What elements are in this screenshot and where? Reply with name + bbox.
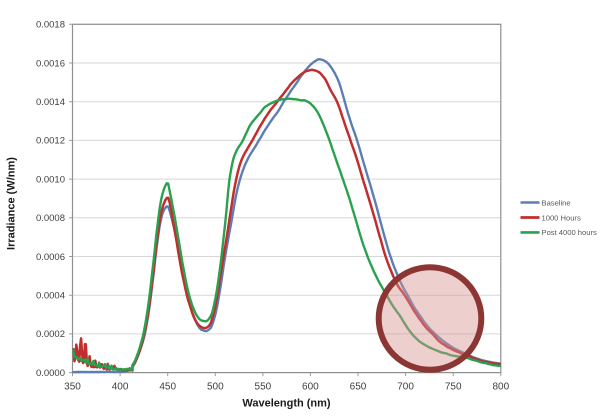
svg-text:400: 400	[112, 382, 129, 393]
svg-text:450: 450	[159, 382, 176, 393]
svg-text:Post 4000 hours: Post 4000 hours	[542, 228, 598, 237]
svg-text:0.0018: 0.0018	[36, 20, 65, 31]
svg-text:0.0010: 0.0010	[36, 174, 65, 185]
svg-text:350: 350	[64, 382, 81, 393]
svg-text:0.0006: 0.0006	[36, 252, 65, 263]
svg-text:Baseline: Baseline	[542, 198, 571, 207]
svg-text:500: 500	[207, 382, 224, 393]
svg-text:600: 600	[302, 382, 319, 393]
svg-text:1000 Hours: 1000 Hours	[542, 213, 581, 222]
svg-text:800: 800	[492, 382, 509, 393]
svg-text:Wavelength (nm): Wavelength (nm)	[242, 398, 331, 410]
svg-text:0.0000: 0.0000	[36, 368, 65, 379]
svg-text:550: 550	[255, 382, 272, 393]
svg-text:650: 650	[350, 382, 367, 393]
svg-text:Irradiance (W/nm): Irradiance (W/nm)	[6, 157, 18, 250]
svg-text:750: 750	[445, 382, 462, 393]
svg-text:700: 700	[397, 382, 414, 393]
svg-text:0.0014: 0.0014	[36, 97, 65, 108]
svg-text:0.0008: 0.0008	[36, 213, 65, 224]
svg-text:0.0016: 0.0016	[36, 58, 65, 69]
svg-text:0.0002: 0.0002	[36, 329, 65, 340]
svg-text:0.0012: 0.0012	[36, 136, 65, 147]
svg-text:0.0004: 0.0004	[36, 291, 65, 302]
